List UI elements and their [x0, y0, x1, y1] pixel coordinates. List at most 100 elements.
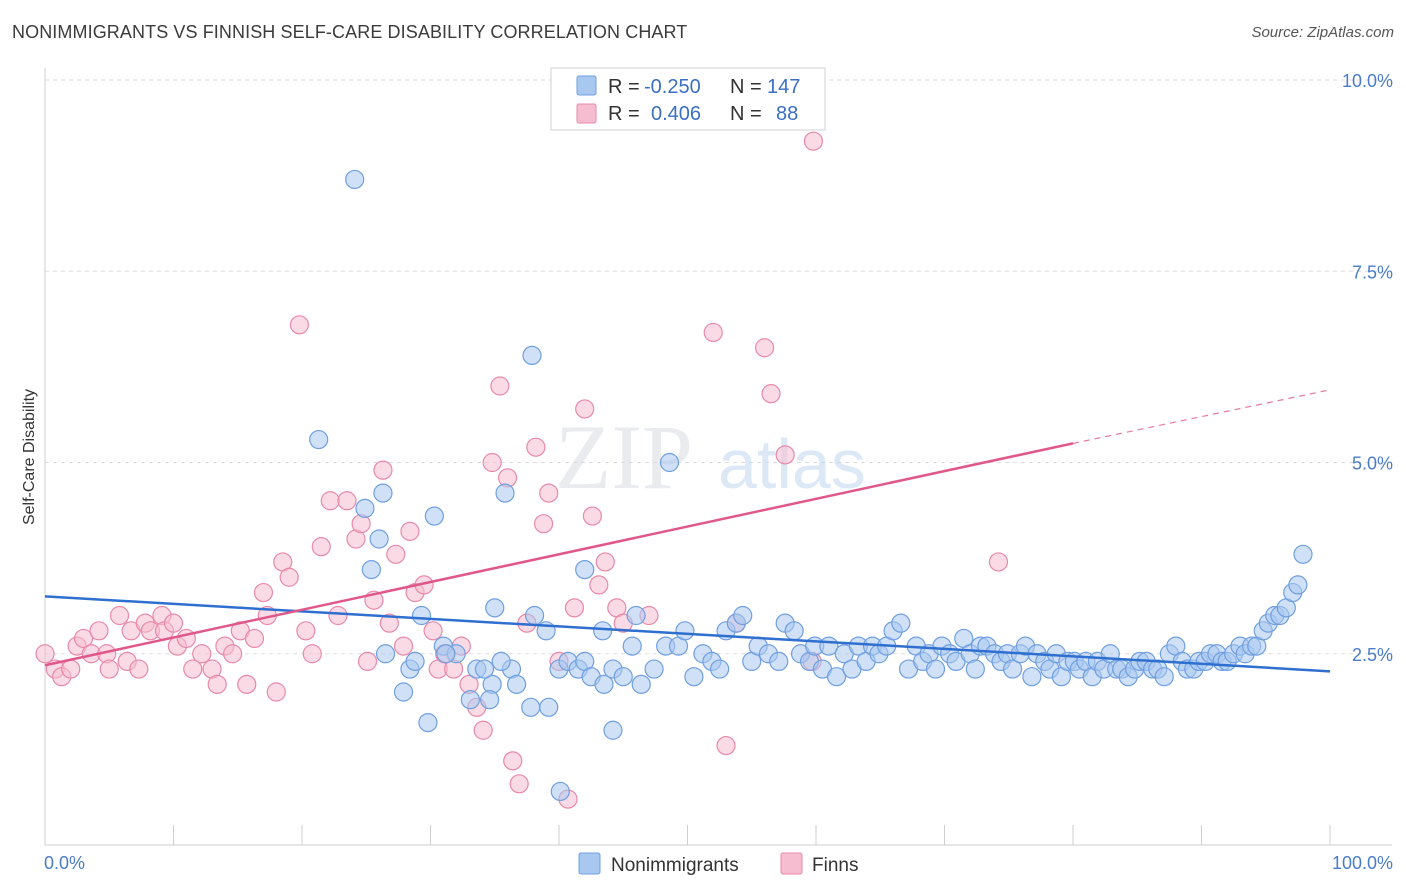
finns-point-21	[183, 659, 203, 679]
nonimmigrants-point-42	[684, 667, 704, 687]
finns-point-5	[73, 628, 94, 649]
finns-point-46	[373, 460, 393, 480]
finns-point-62	[490, 376, 510, 396]
nonimmigrants-point-138	[418, 712, 438, 733]
nonimmigrants-point-134	[1288, 575, 1308, 595]
nonimmigrants-point-141	[436, 644, 456, 664]
nonimmigrants-point-111	[1154, 667, 1174, 687]
nonimmigrants-point-5	[373, 483, 393, 503]
nonimmigrants-point-16	[593, 621, 613, 641]
legend-r-label-1: R =	[608, 76, 640, 98]
nonimmigrants-point-37	[631, 674, 651, 694]
axes	[44, 68, 1392, 846]
finns-point-34	[279, 567, 299, 587]
finns-point-76	[595, 552, 615, 572]
nonimmigrants-point-80	[965, 659, 985, 679]
nonimmigrants-point-3	[495, 483, 515, 503]
y-tick-label-1: 5.0%	[1352, 454, 1393, 474]
finns-point-87	[803, 131, 824, 151]
nonimmigrants-point-69	[891, 613, 911, 633]
finns-point-13	[129, 659, 149, 679]
legend-n-value-1: 147	[767, 76, 800, 98]
legend-swatch-finns	[576, 103, 597, 124]
finns-point-40	[328, 605, 348, 626]
finns-point-68	[533, 514, 554, 534]
finns-trend-extension	[1072, 389, 1331, 444]
nonimmigrants-point-26	[480, 690, 500, 710]
bottom-legend-swatch-nonimmigrants	[578, 852, 601, 875]
nonimmigrants-point-143	[474, 659, 495, 679]
finns-point-35	[289, 315, 310, 335]
nonimmigrants-point-10	[575, 559, 595, 580]
finns-point-84	[761, 384, 781, 404]
finns-point-81	[716, 735, 736, 756]
y-axis-label: Self-Care Disability	[21, 389, 38, 525]
nonimmigrants-point-38	[644, 659, 664, 679]
finns-point-73	[575, 399, 595, 419]
nonimmigrants-point-12	[524, 605, 545, 626]
legend-r-value-2: 0.406	[651, 103, 701, 125]
finns-point-28	[237, 674, 257, 694]
finns-point-10	[109, 605, 130, 626]
nonimmigrants-point-34	[594, 674, 614, 694]
finns-point-74	[582, 506, 603, 526]
finns-point-3	[61, 659, 81, 679]
nonimmigrants-point-17	[622, 636, 642, 656]
y-tick-label-0: 2.5%	[1352, 645, 1393, 665]
correlation-legend: R = -0.250 N = 147 R = 0.406 N = 88	[550, 67, 826, 131]
bottom-legend-label-finns: Finns	[812, 855, 858, 876]
nonimmigrants-point-2	[309, 429, 329, 450]
finns-point-48	[386, 544, 406, 564]
legend-r-value-1: -0.250	[644, 76, 701, 98]
finns-point-72	[564, 598, 585, 618]
nonimmigrants-point-1	[522, 345, 542, 365]
nonimmigrants-point-13	[485, 598, 505, 618]
bottom-legend-label-nonimmigrants: Nonimmigrants	[611, 855, 739, 876]
watermark-atlas: atlas	[718, 425, 866, 503]
finns-point-39	[320, 491, 340, 511]
finns-point-36	[296, 621, 316, 641]
nonimmigrants-point-41	[675, 621, 695, 641]
x-tick-label-0: 0.0%	[44, 853, 85, 873]
nonimmigrants-point-45	[710, 659, 730, 679]
source-label: Source: ZipAtlas.com	[1251, 24, 1394, 41]
chart-title: NONIMMIGRANTS VS FINNISH SELF-CARE DISAB…	[12, 22, 688, 42]
tick-labels: 2.5% 5.0% 7.5% 10.0% 0.0% 100.0%	[44, 71, 1393, 873]
series-legend: Nonimmigrants Finns	[578, 852, 858, 876]
finns-points	[35, 131, 1009, 809]
nonimmigrants-point-8	[361, 559, 381, 580]
finns-point-60	[473, 720, 493, 740]
finns-point-38	[311, 537, 331, 557]
finns-point-24	[207, 674, 227, 694]
finns-point-85	[775, 445, 795, 465]
bottom-legend-swatch-finns	[780, 852, 803, 875]
finns-point-29	[244, 628, 265, 649]
finns-point-61	[482, 452, 502, 473]
nonimmigrants-point-25	[506, 674, 527, 694]
finns-point-37	[302, 644, 322, 664]
nonimmigrants-point-9	[369, 529, 389, 549]
finns-point-9	[99, 659, 119, 679]
finns-point-69	[539, 483, 559, 503]
nonimmigrants-point-140	[460, 690, 480, 710]
finns-point-0	[35, 644, 55, 664]
finns-point-26	[223, 644, 243, 664]
finns-point-32	[266, 682, 286, 702]
nonimmigrants-point-7	[659, 452, 680, 473]
nonimmigrants-point-144	[491, 651, 511, 672]
legend-n-value-2: 88	[776, 103, 798, 125]
x-tick-label-1: 100.0%	[1332, 853, 1393, 873]
legend-swatch-nonimmigrants	[576, 75, 597, 96]
finns-point-50	[400, 521, 420, 541]
finns-point-65	[509, 774, 529, 794]
nonimmigrants-point-74	[925, 659, 946, 679]
finns-point-88	[988, 552, 1009, 572]
finns-point-41	[337, 491, 357, 511]
nonimmigrants-point-86	[1003, 659, 1023, 679]
legend-n-label-2: N =	[730, 103, 762, 125]
finns-point-18	[163, 613, 184, 633]
nonimmigrants-point-27	[521, 697, 541, 717]
nonimmigrants-trend-line	[44, 595, 1331, 673]
finns-point-44	[357, 651, 378, 672]
grid-lines	[45, 79, 1392, 655]
